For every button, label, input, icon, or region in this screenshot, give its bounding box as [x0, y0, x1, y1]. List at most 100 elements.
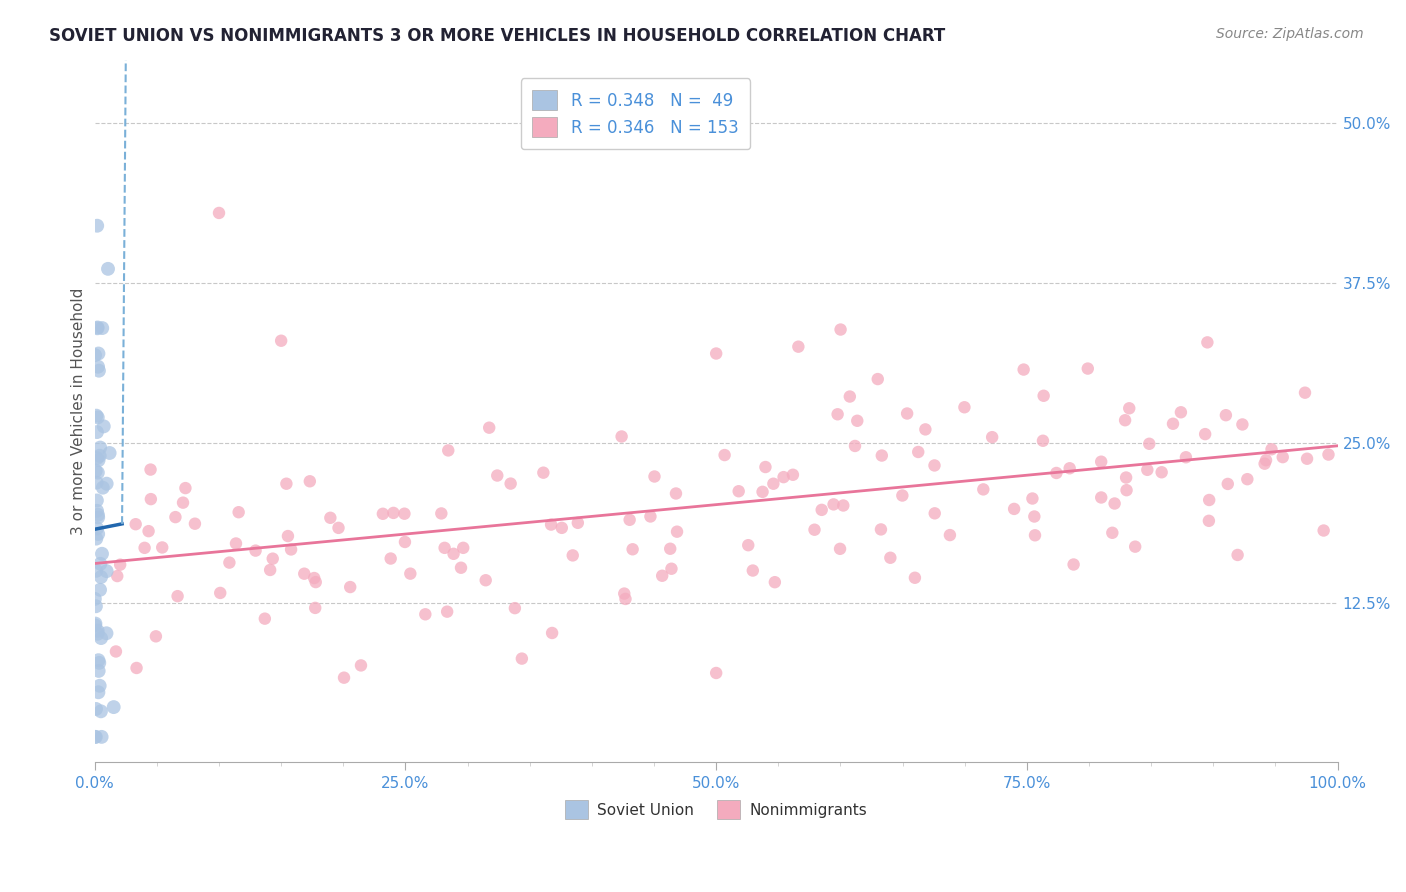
- Point: [727, 484, 749, 499]
- Point: [245, 543, 267, 558]
- Point: [1115, 483, 1137, 498]
- Point: [292, 566, 315, 581]
- Point: [208, 206, 231, 220]
- Point: [97, 261, 120, 276]
- Point: [84, 599, 107, 614]
- Point: [1012, 362, 1035, 376]
- Point: [87, 410, 110, 425]
- Point: [270, 334, 292, 348]
- Point: [651, 568, 673, 582]
- Point: [84, 348, 107, 362]
- Point: [319, 510, 342, 524]
- Point: [474, 573, 496, 587]
- Point: [83, 591, 105, 606]
- Point: [298, 475, 321, 489]
- Point: [86, 451, 108, 466]
- Point: [486, 468, 509, 483]
- Point: [613, 586, 636, 600]
- Point: [643, 469, 665, 483]
- Point: [90, 704, 112, 718]
- Point: [86, 409, 108, 423]
- Point: [953, 401, 976, 415]
- Point: [754, 460, 776, 475]
- Point: [1197, 335, 1219, 350]
- Point: [981, 430, 1004, 444]
- Point: [380, 551, 402, 566]
- Point: [90, 730, 112, 744]
- Point: [84, 730, 107, 744]
- Point: [104, 644, 127, 658]
- Point: [541, 626, 564, 640]
- Point: [551, 521, 574, 535]
- Point: [830, 322, 852, 336]
- Point: [1118, 401, 1140, 416]
- Point: [96, 476, 118, 491]
- Point: [90, 631, 112, 645]
- Point: [437, 443, 460, 458]
- Point: [787, 340, 810, 354]
- Point: [1260, 442, 1282, 457]
- Point: [1136, 463, 1159, 477]
- Point: [87, 653, 110, 667]
- Point: [866, 372, 889, 386]
- Point: [540, 517, 562, 532]
- Point: [567, 516, 589, 530]
- Point: [1254, 453, 1277, 467]
- Point: [828, 541, 851, 556]
- Point: [1021, 491, 1043, 506]
- Point: [91, 321, 114, 335]
- Point: [1137, 437, 1160, 451]
- Point: [1174, 450, 1197, 465]
- Point: [86, 504, 108, 518]
- Point: [89, 679, 111, 693]
- Point: [924, 506, 946, 520]
- Point: [1032, 434, 1054, 448]
- Point: [89, 582, 111, 597]
- Point: [172, 496, 194, 510]
- Point: [827, 407, 849, 421]
- Point: [810, 503, 832, 517]
- Point: [84, 532, 107, 546]
- Point: [89, 449, 111, 463]
- Point: [87, 453, 110, 467]
- Point: [844, 439, 866, 453]
- Point: [174, 481, 197, 495]
- Point: [666, 524, 689, 539]
- Point: [86, 493, 108, 508]
- Text: Source: ZipAtlas.com: Source: ZipAtlas.com: [1216, 27, 1364, 41]
- Point: [1215, 408, 1237, 422]
- Point: [870, 523, 893, 537]
- Point: [87, 685, 110, 699]
- Point: [124, 517, 146, 532]
- Point: [451, 541, 474, 555]
- Point: [87, 359, 110, 374]
- Point: [1161, 417, 1184, 431]
- Point: [89, 441, 111, 455]
- Point: [93, 419, 115, 434]
- Point: [1045, 466, 1067, 480]
- Point: [661, 562, 683, 576]
- Point: [1317, 448, 1340, 462]
- Point: [87, 508, 110, 522]
- Point: [302, 571, 325, 585]
- Point: [87, 364, 110, 378]
- Point: [478, 420, 501, 434]
- Point: [503, 601, 526, 615]
- Point: [305, 575, 328, 590]
- Point: [1198, 493, 1220, 508]
- Point: [262, 551, 284, 566]
- Point: [96, 564, 118, 578]
- Point: [91, 547, 114, 561]
- Point: [561, 549, 583, 563]
- Point: [166, 589, 188, 603]
- Point: [443, 547, 465, 561]
- Point: [108, 558, 131, 572]
- Point: [276, 476, 298, 491]
- Point: [751, 484, 773, 499]
- Point: [1063, 558, 1085, 572]
- Point: [218, 556, 240, 570]
- Point: [87, 466, 110, 480]
- Point: [914, 422, 936, 436]
- Point: [145, 629, 167, 643]
- Point: [510, 651, 533, 665]
